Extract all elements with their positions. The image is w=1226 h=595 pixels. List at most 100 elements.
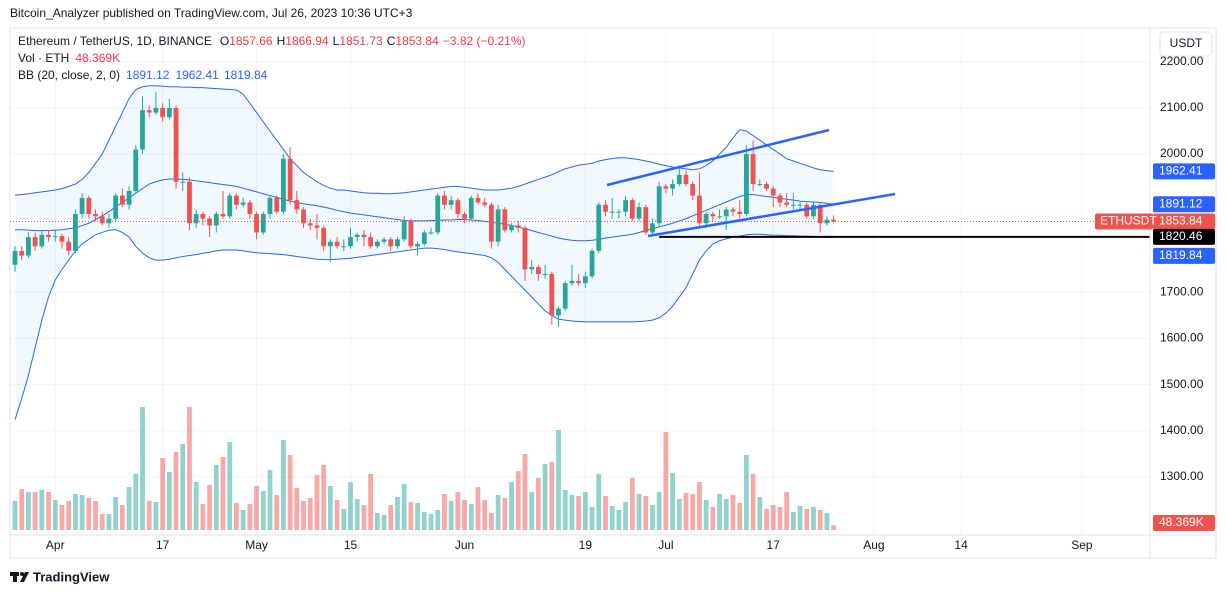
volume-bar [703,500,709,530]
volume-bar [817,510,823,530]
candle-body [39,234,45,247]
logo [10,572,29,582]
c-label: C [387,34,396,48]
volume-bar [113,497,119,530]
volume-bar [663,432,669,530]
volume-bar [240,510,246,530]
candle-body [119,195,125,205]
candle-body [737,211,743,215]
candle-body [676,174,682,185]
candle-body [281,158,286,212]
volume-bar [757,497,763,530]
candle-body [743,154,749,215]
volume-bar [401,484,407,530]
x-tick-label: 19 [579,538,593,552]
y-tick-label: 1500.00 [1160,377,1204,391]
candle-body [180,181,186,183]
bb-upper-badge-bg [1153,163,1215,180]
volume-bar [260,491,266,530]
volume-bar [770,505,776,530]
volume-bar [616,510,622,530]
volume-bar [12,501,18,530]
candle-body [106,218,112,224]
candle-body [99,216,105,224]
volume-badge: 48.369K [1159,515,1204,529]
x-tick-label: 15 [344,538,358,552]
volume-bar [314,475,320,530]
y-tick-label: 2000.00 [1160,146,1204,160]
candle-body [697,195,702,224]
volume-bar [717,494,722,530]
candle-body [341,246,347,248]
x-tick-label: 17 [156,538,170,552]
candle-body [66,241,72,251]
candle-body [589,250,595,277]
candle-body [770,188,776,196]
candle-body [133,149,139,191]
volume-bar [153,502,159,530]
volume-bar [187,407,192,530]
volume-bar [811,507,816,530]
last-price-badge: 1853.84 [1159,214,1203,228]
candle-body [26,237,31,256]
volume-bar [670,473,675,530]
candle-body [421,232,427,244]
candle-body [757,184,763,186]
volume-bar [46,492,51,530]
candle-body [623,200,629,212]
volume-bar [166,472,172,530]
volume-bar [173,452,179,530]
volume-bar [267,470,273,530]
bb-middle-badge: 1891.12 [1159,196,1203,210]
volume-bar [475,487,481,530]
candle-body [19,250,25,256]
o-value: 1857.66 [229,34,273,48]
candle-body [254,214,259,233]
candle-body [609,211,615,213]
volume-bar [777,507,783,530]
candle-body [629,200,635,219]
candle-body [683,174,689,185]
volume-bar [656,492,662,530]
volume-bar [213,465,219,530]
candle-body [428,232,434,234]
y-tick-label: 1600.00 [1160,331,1204,345]
candle-body [153,107,159,113]
volume-bar [119,505,125,530]
candle-body [247,202,253,215]
candle-body [730,209,736,212]
volume-bar [562,490,568,530]
volume-bar [442,494,447,530]
candle-body [643,207,649,233]
candle-body [603,204,608,212]
volume-bar [341,509,347,530]
candle-body [489,204,494,242]
h-label: H [277,34,286,48]
bb-lower-badge-bg [1153,247,1215,264]
candle-body [193,214,199,224]
volume-bar [39,490,45,530]
candle-body [334,241,340,247]
volume-bar [428,514,434,530]
currency[interactable]: USDT [1170,36,1203,50]
volume-bar [415,503,420,530]
volume-bar [247,504,253,530]
volume-bar [609,506,615,530]
volume-bar [831,525,837,530]
candle-body [582,276,588,284]
currency-button[interactable] [1159,31,1213,57]
volume-bar [797,506,803,530]
y-tick-label: 2100.00 [1160,100,1204,114]
candle-body [455,200,461,215]
candle-body [529,267,535,270]
volume-bar [636,494,642,530]
volume-bar [287,455,293,530]
volume-bar [764,509,769,530]
candle-body [395,239,400,247]
candle-body [227,195,233,217]
candle-body [126,190,132,205]
c-value: 1853.84 [395,34,439,48]
volume-bar [535,478,541,530]
